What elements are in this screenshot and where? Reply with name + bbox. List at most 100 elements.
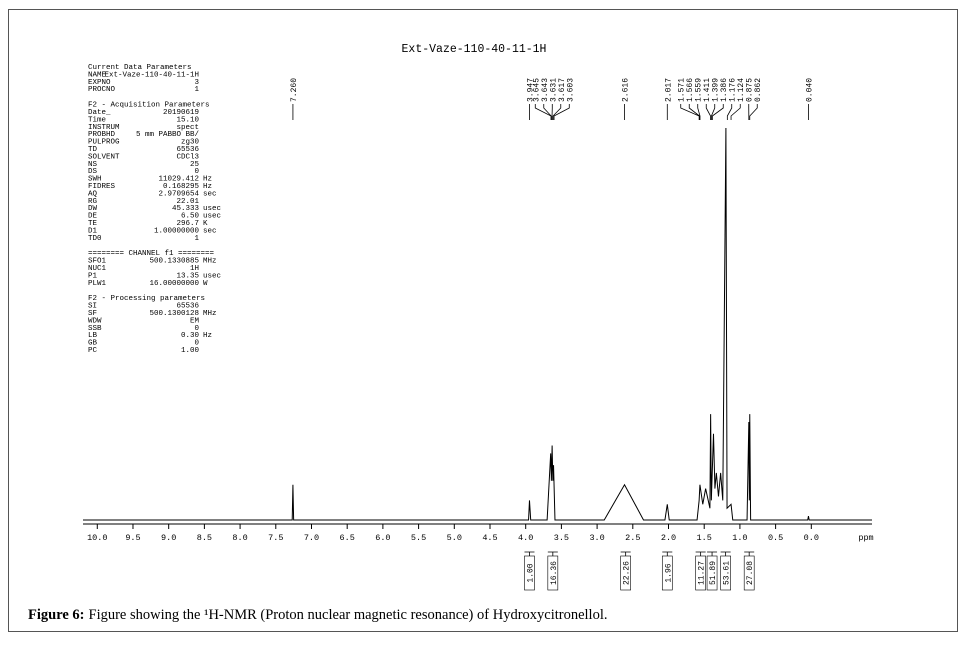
x-tick-label: 8.5: [197, 533, 212, 543]
parameter-value: EM: [190, 317, 200, 325]
parameter-value: 2.9709654: [158, 190, 199, 198]
integral-label: 27.08: [746, 561, 755, 585]
parameter-name: INSTRUM: [88, 124, 120, 132]
parameter-name: DW: [88, 205, 98, 213]
peak-label: 1.411: [703, 78, 712, 102]
parameter-unit: W: [203, 280, 208, 288]
peak-connector: [553, 104, 570, 120]
peak-connector: [711, 104, 716, 120]
integral-bracket: [744, 551, 755, 556]
parameter-name: PLW1: [88, 280, 107, 288]
parameter-value: 0: [194, 340, 199, 348]
parameter-unit: usec: [203, 272, 221, 280]
parameter-header: ======== CHANNEL f1 ========: [88, 250, 215, 258]
peak-connector: [705, 104, 711, 120]
caption: Figure 6: Figure showing the ¹H-NMR (Prot…: [28, 607, 608, 623]
integral-box: [743, 555, 755, 591]
x-tick-label: 1.5: [697, 533, 712, 543]
peak-label: 1.571: [678, 78, 687, 102]
peak-label: 1.399: [712, 78, 721, 102]
x-tick-label: 2.5: [625, 533, 640, 543]
peak-label: 1.559: [695, 78, 704, 102]
parameter-name: Time: [88, 116, 106, 124]
x-tick-label: 4.5: [482, 533, 497, 543]
parameter-value: 500.1300128: [149, 310, 199, 318]
parameter-name: Date_: [88, 109, 111, 117]
integral-bracket: [720, 551, 731, 556]
integral-box: [706, 555, 718, 591]
peak-label: 1.176: [729, 78, 738, 102]
peak-label: 2.017: [664, 78, 673, 102]
peak-connector: [688, 104, 700, 120]
parameter-name: SF: [88, 310, 97, 318]
parameter-value: 13.35: [176, 272, 199, 280]
parameter-header: F2 - Processing parameters: [88, 295, 205, 303]
parameter-value: 16.00000000: [149, 280, 199, 288]
integral-label: 22.26: [623, 561, 632, 585]
parameter-value: 0: [194, 168, 199, 176]
parameter-value: 1H: [190, 265, 199, 273]
x-tick-label: 2.0: [661, 533, 676, 543]
peak-label: 0.875: [746, 78, 755, 102]
parameter-unit: MHz: [203, 310, 217, 318]
parameter-name: PULPROG: [88, 139, 120, 147]
x-tick-label: 5.5: [411, 533, 426, 543]
integral-bracket: [524, 551, 535, 556]
peak-label: 1.566: [686, 78, 695, 102]
parameter-name: SSB: [88, 325, 102, 333]
parameter-name: NAME: [88, 71, 107, 79]
parameter-name: P1: [88, 272, 98, 280]
x-tick-label: 6.0: [375, 533, 390, 543]
parameter-value: 11029.412: [158, 176, 199, 184]
peak-connector: [726, 104, 733, 120]
peak-connector: [730, 104, 741, 120]
parameter-header: Current Data Parameters: [88, 64, 192, 72]
parameter-unit: usec: [203, 205, 221, 213]
parameter-value: 1: [194, 235, 199, 243]
parameter-value: 65536: [176, 146, 199, 154]
peak-connector: [711, 104, 724, 120]
x-tick-label: 1.0: [732, 533, 747, 543]
integral-box: [720, 555, 731, 591]
parameter-value: 1: [194, 86, 199, 94]
parameter-name: PROCNO: [88, 86, 116, 94]
x-tick-label: 8.0: [232, 533, 247, 543]
parameter-value: 20190619: [163, 109, 199, 117]
parameter-name: TD: [88, 146, 98, 154]
integral-bracket: [547, 551, 558, 556]
peak-connector: [543, 104, 552, 120]
parameter-name: TE: [88, 220, 98, 228]
parameter-name: NUC1: [88, 265, 107, 273]
caption-label: Figure 6:: [28, 607, 85, 623]
parameter-value: 45.333: [172, 205, 200, 213]
x-tick-label: 7.5: [268, 533, 283, 543]
parameter-value: spect: [176, 124, 199, 132]
parameter-value: 6.50: [181, 213, 200, 221]
integral-label: 16.36: [550, 561, 559, 585]
x-tick-label: 9.5: [125, 533, 140, 543]
parameter-unit: MHz: [203, 258, 217, 266]
peak-label: 3.645: [532, 78, 541, 102]
caption-text: Figure showing the ¹H-NMR (Proton nuclea…: [89, 607, 608, 623]
parameter-name: SFO1: [88, 258, 107, 266]
parameter-value: 296.7: [176, 220, 199, 228]
parameter-unit: sec: [203, 190, 217, 198]
x-tick-label: 5.0: [447, 533, 462, 543]
integral-label: 1.96: [664, 563, 673, 582]
parameter-unit: usec: [203, 213, 221, 221]
x-tick-label: 7.0: [304, 533, 319, 543]
peak-label: 3.643: [541, 78, 550, 102]
x-tick-label: 3.5: [554, 533, 569, 543]
parameter-name: EXPNO: [88, 79, 111, 87]
parameter-name: GB: [88, 340, 98, 348]
parameter-name: SOLVENT: [88, 153, 120, 161]
x-tick-label: 3.0: [589, 533, 604, 543]
parameter-value: 5 mm PABBO BB/: [136, 131, 200, 139]
spectrum-title: Ext-Vaze-110-40-11-1H: [402, 43, 547, 56]
integral-bracket: [695, 551, 706, 556]
parameter-name: PROBHD: [88, 131, 116, 139]
integral-bracket: [707, 551, 718, 556]
integral-box: [661, 555, 673, 591]
parameter-name: LB: [88, 332, 98, 340]
parameter-value: 0.30: [181, 332, 200, 340]
